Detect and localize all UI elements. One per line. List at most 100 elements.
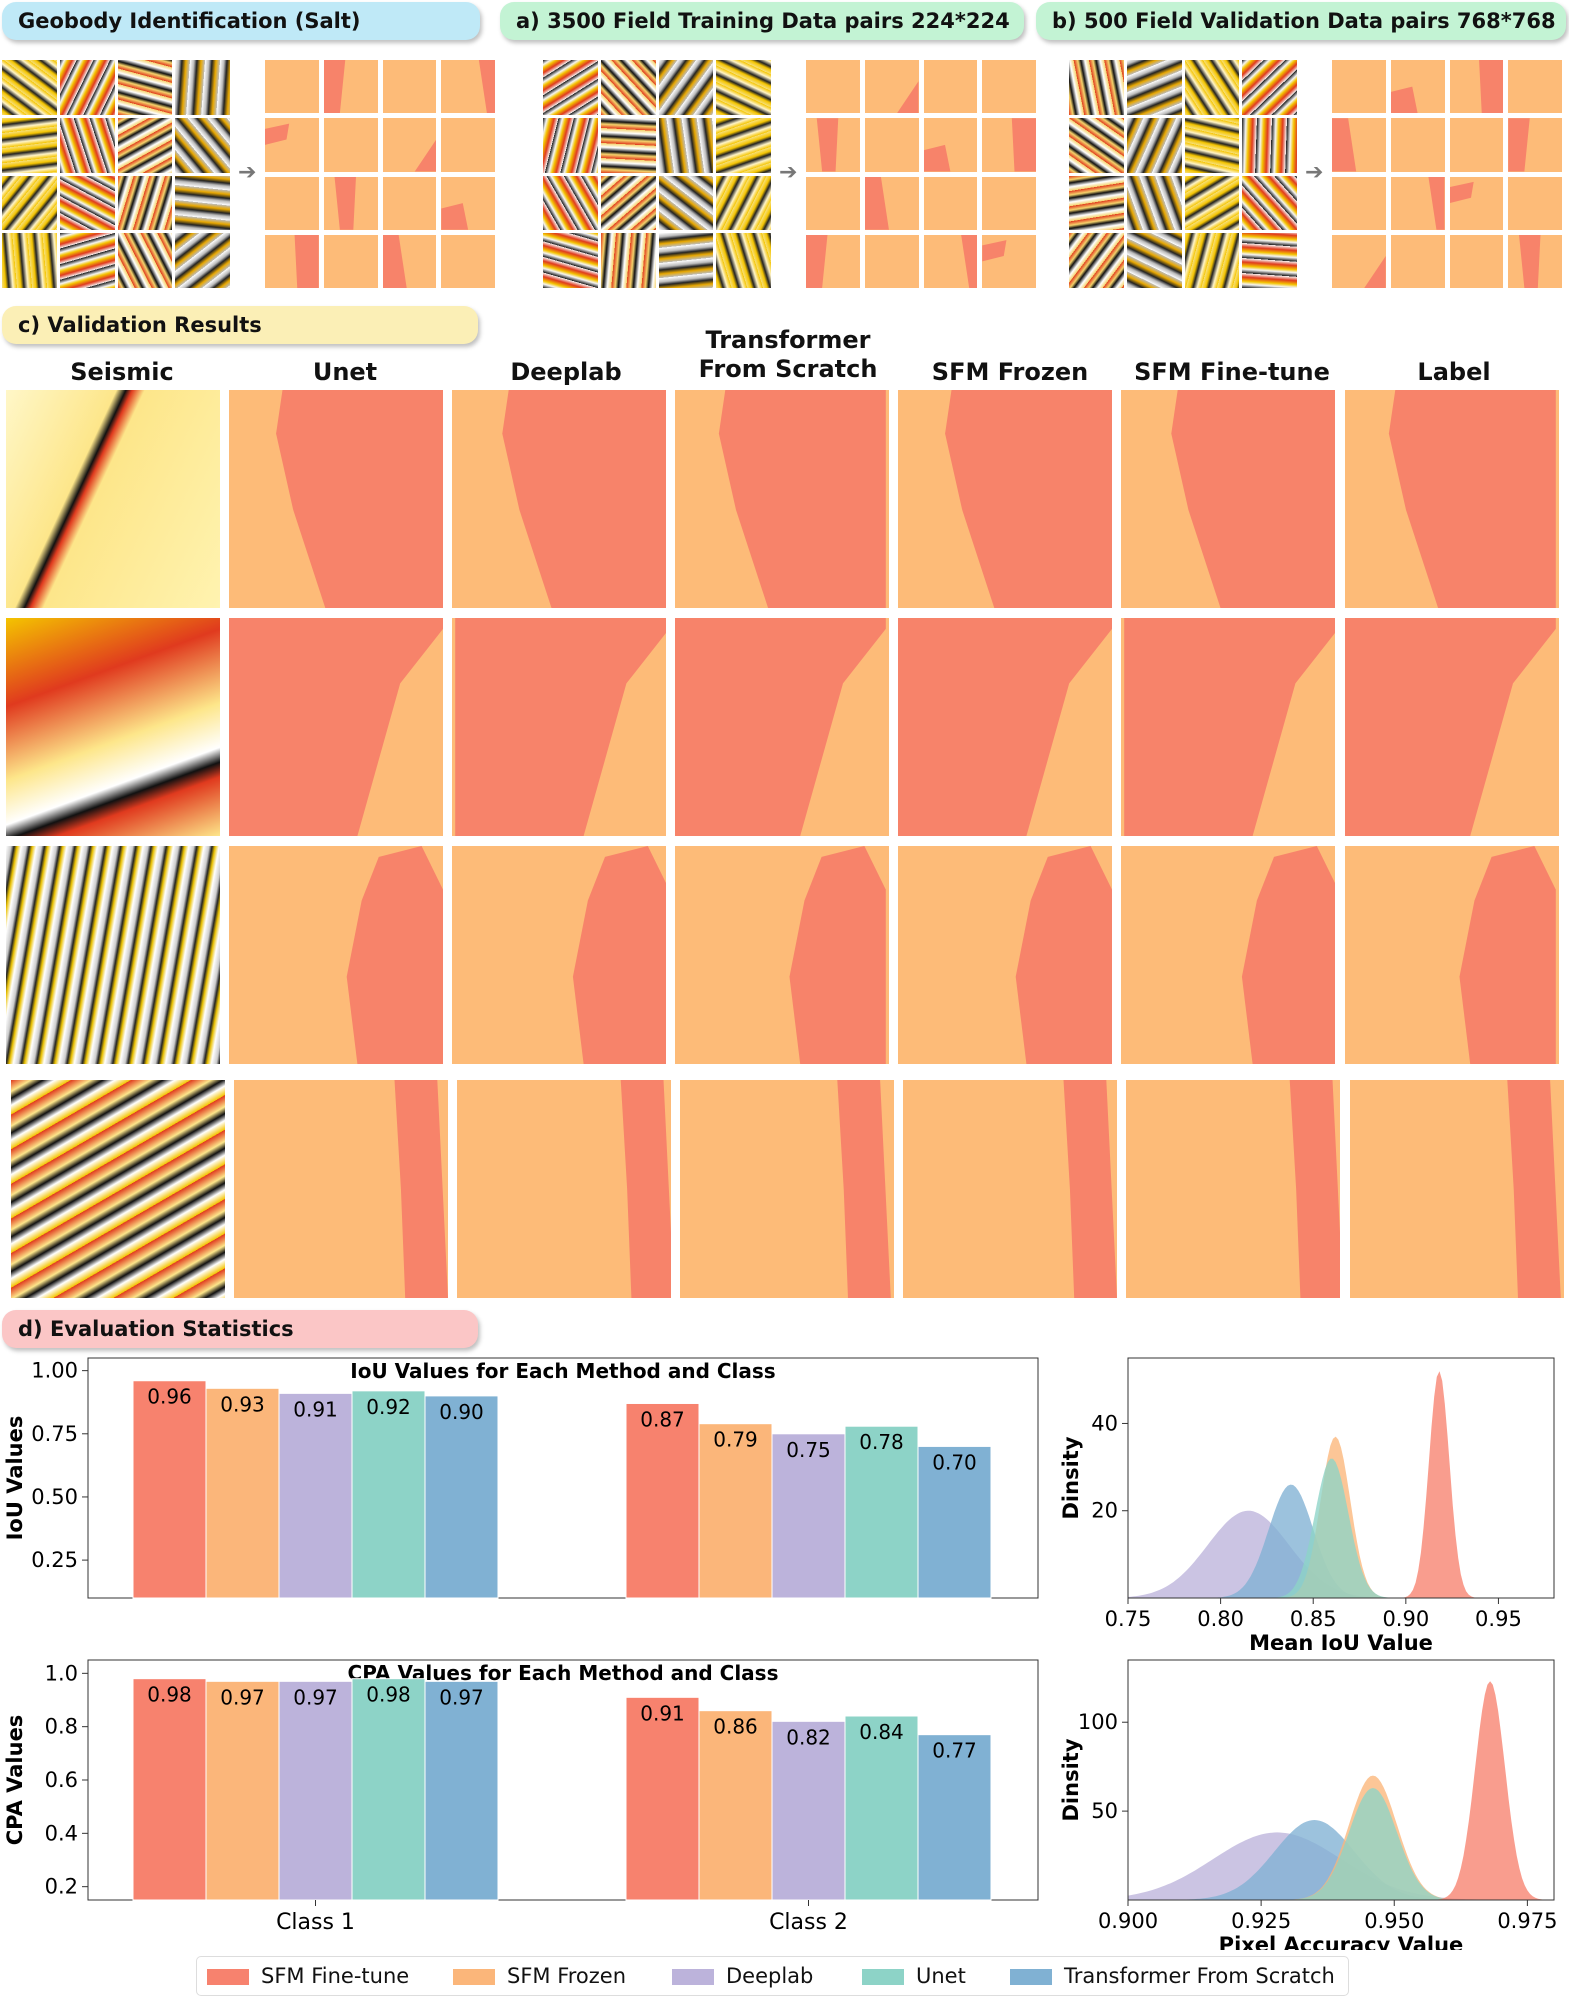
label-thumbnail <box>1508 234 1562 288</box>
bar <box>351 1678 426 1901</box>
salt-region <box>572 846 666 1064</box>
x-tick-label: 0.90 <box>1382 1607 1429 1631</box>
bar <box>424 1395 499 1599</box>
salt-region <box>265 123 290 145</box>
label-thumbnail <box>982 234 1036 288</box>
seismic-thumbnail <box>1126 233 1182 288</box>
seismic-section <box>6 618 220 836</box>
seismic-thumbnail <box>59 117 115 173</box>
label-thumbnail <box>1449 118 1504 172</box>
prediction-deeplab <box>452 618 666 836</box>
seismic-thumbnail <box>1069 175 1124 231</box>
label-thumbnail <box>864 118 919 172</box>
x-tick-label: 0.80 <box>1197 1607 1244 1631</box>
seismic-thumbnail <box>1069 117 1124 173</box>
seismic-thumbnail <box>175 233 230 288</box>
salt-region <box>1388 390 1556 608</box>
prediction-label <box>1345 618 1559 836</box>
seismic-thumbnail <box>1184 175 1240 231</box>
prediction-label <box>1345 390 1559 608</box>
y-tick-label: 0.50 <box>31 1485 78 1509</box>
label-thumbnail <box>1508 176 1562 230</box>
prediction-unet <box>234 1080 448 1298</box>
salt-region <box>864 176 889 230</box>
salt-region <box>1459 846 1556 1064</box>
prediction-deeplab <box>452 846 666 1064</box>
x-tick-label: 0.925 <box>1231 1909 1291 1933</box>
salt-region <box>414 139 437 172</box>
label-thumbnail <box>982 60 1036 114</box>
prediction-sfm-finetune <box>1121 390 1335 608</box>
seismic-thumbnail <box>2 60 57 115</box>
salt-region <box>718 390 886 608</box>
label-thumbnail <box>323 118 378 172</box>
label-thumbnail <box>806 60 860 114</box>
label-thumbnail <box>1449 176 1504 230</box>
plot-frame <box>1127 1357 1555 1599</box>
label-thumbnail <box>1449 234 1504 288</box>
bar <box>278 1392 353 1599</box>
seismic-thumbnail <box>716 117 771 173</box>
seismic-thumbnail <box>1126 60 1182 115</box>
label-thumbnail <box>441 176 495 230</box>
y-axis-label: Dinsity <box>1060 1738 1083 1821</box>
label-thumbnail <box>265 60 319 114</box>
label-thumbnail <box>265 234 319 288</box>
y-tick-label: 0.8 <box>45 1715 78 1739</box>
label-thumbnail <box>923 118 978 172</box>
bar-value-label: 0.97 <box>220 1685 265 1709</box>
bar-value-label: 0.97 <box>439 1685 484 1709</box>
legend-item: Deeplab <box>672 1963 813 1989</box>
salt-region <box>1345 618 1556 836</box>
bar <box>132 1678 207 1901</box>
label-thumbnail <box>382 176 437 230</box>
salt-region <box>1241 846 1335 1064</box>
y-tick-label: 0.75 <box>31 1422 78 1446</box>
prediction-sfm-finetune <box>1126 1080 1340 1298</box>
salt-region <box>982 240 1007 262</box>
column-header-label: Label <box>1417 358 1491 386</box>
prediction-sfm-frozen <box>898 618 1112 836</box>
x-axis-label: Mean IoU Value <box>1249 1631 1433 1650</box>
salt-region <box>1063 1080 1117 1298</box>
bar-value-label: 0.96 <box>147 1385 192 1409</box>
label-thumbnail <box>441 234 495 288</box>
column-header-unet: Unet <box>312 358 378 386</box>
seismic-thumbnail <box>1242 60 1297 115</box>
bar-value-label: 0.98 <box>366 1683 411 1707</box>
arrow-icon: ➔ <box>779 160 798 185</box>
salt-region <box>1289 1080 1340 1298</box>
salt-region <box>923 144 951 172</box>
bar <box>278 1680 353 1901</box>
seismic-thumbnail <box>59 233 115 288</box>
salt-region <box>382 234 407 288</box>
seismic-thumbnail <box>600 60 656 115</box>
label-thumbnail <box>923 60 978 114</box>
chart-legend: SFM Fine-tune SFM Frozen Deeplab Unet Tr… <box>196 1956 1349 1996</box>
label-thumbnail <box>864 234 919 288</box>
y-axis-label: Dinsity <box>1060 1436 1083 1519</box>
legend-swatch <box>453 1969 495 1985</box>
seismic-thumbnail <box>1184 233 1240 288</box>
seismic-thumbnail <box>716 233 771 288</box>
label-thumbnail-grid-2 <box>806 60 1036 288</box>
iou-bar-chart: IoU Values for Each Method and Class 0.25… <box>3 1357 1039 1599</box>
salt-region <box>502 390 666 608</box>
salt-region <box>478 60 495 114</box>
seismic-thumbnail <box>175 60 230 115</box>
bar <box>771 1433 846 1599</box>
seismic-thumbnail <box>1242 233 1297 288</box>
plot-frame <box>87 1357 1039 1599</box>
x-tick-label: Class 2 <box>769 1910 848 1935</box>
salt-region <box>620 1080 671 1298</box>
seismic-thumbnail <box>175 117 230 173</box>
bar-value-label: 0.92 <box>366 1395 411 1419</box>
legend-item: SFM Fine-tune <box>207 1963 409 1989</box>
seismic-thumbnail <box>658 60 714 115</box>
seismic-section <box>11 1080 225 1298</box>
seismic-thumbnail <box>543 117 598 173</box>
salt-region <box>1519 234 1541 288</box>
salt-region <box>1124 618 1335 836</box>
salt-region <box>816 118 839 172</box>
prediction-deeplab <box>457 1080 671 1298</box>
